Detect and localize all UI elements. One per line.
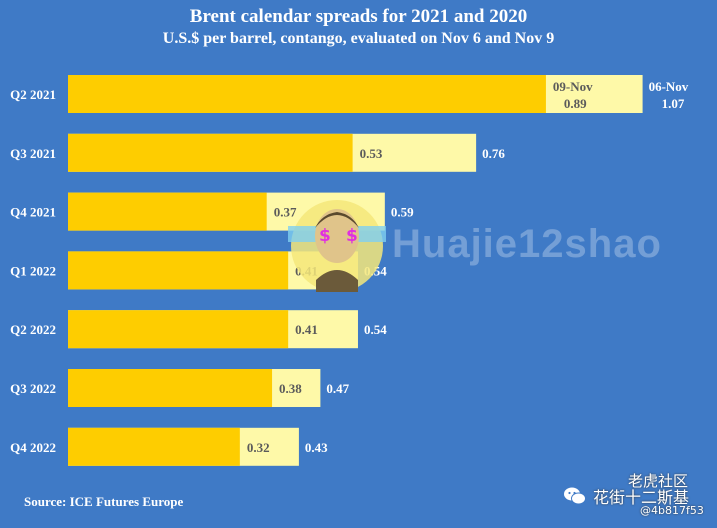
value-label-nov6: 1.07 [662,96,685,111]
category-label: Q2 2022 [10,322,56,337]
value-label-nov6: 0.54 [364,322,387,337]
series-label-nov9: 09-Nov [553,79,593,94]
value-label-nov9: 0.41 [295,322,318,337]
category-label: Q3 2022 [10,381,56,396]
value-label-nov6: 0.59 [391,205,414,220]
value-label-nov6: 0.76 [482,146,505,161]
bar-nov9 [68,251,289,290]
watermark-id-label: @4b817f53 [640,504,704,517]
value-label-nov9: 0.89 [564,96,587,111]
value-label-nov9: 0.37 [274,205,297,220]
chart-subtitle: U.S.$ per barrel, contango, evaluated on… [162,30,555,47]
watermark-author-label: 花街十二斯基 [593,488,690,507]
svg-text:$: $ [346,226,358,246]
value-label-nov6: 0.47 [326,381,349,396]
category-label: Q2 2021 [10,87,56,102]
wechat-icon [564,487,586,505]
value-label-nov6: 0.43 [305,440,328,455]
watermark-text: Huajie12shao [392,222,662,266]
bar-nov9 [68,133,353,172]
value-label-nov9: 0.32 [247,440,270,455]
category-label: Q4 2022 [10,440,56,455]
chart-title: Brent calendar spreads for 2021 and 2020 [189,6,528,27]
svg-text:$: $ [319,226,331,246]
value-label-nov9: 0.38 [279,381,302,396]
bar-nov9 [68,192,267,231]
source-note: Source: ICE Futures Europe [24,494,184,509]
bar-nov9 [68,427,240,466]
bar-nov9 [68,310,289,349]
category-label: Q3 2021 [10,146,56,161]
avatar-sticker: $ $ [288,200,386,292]
bar-nov9 [68,369,273,407]
series-label-nov6: 06-Nov [649,79,689,94]
category-label: Q1 2022 [10,263,56,278]
value-label-nov9: 0.53 [360,146,383,161]
bar-nov9 [68,75,546,113]
category-label: Q4 2021 [10,205,56,220]
watermark-community-label: 老虎社区 [628,472,689,490]
